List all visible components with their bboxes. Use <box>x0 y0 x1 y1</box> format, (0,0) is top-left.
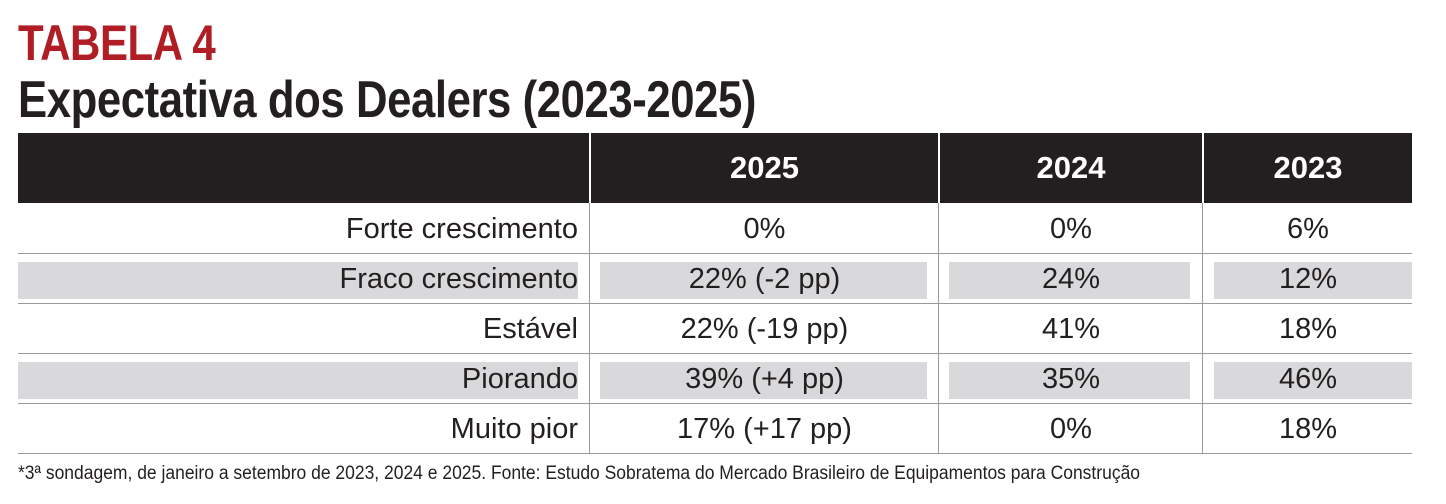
row-shade <box>600 262 927 299</box>
column-header: 2024 <box>1036 150 1106 185</box>
row-divider <box>18 303 1412 304</box>
cell-value: 0% <box>1050 213 1092 245</box>
cell-value: 22% (-19 pp) <box>680 313 849 345</box>
row-shade <box>949 362 1190 399</box>
column-divider <box>1202 203 1203 453</box>
row-divider <box>18 353 1412 354</box>
cell-value: 17% (+17 pp) <box>677 413 852 445</box>
row-divider <box>18 253 1412 254</box>
row-shade <box>18 362 578 399</box>
row-divider <box>18 453 1412 454</box>
cell-value: 0% <box>1050 413 1092 445</box>
footnote: *3ª sondagem, de janeiro a setembro de 2… <box>18 463 1141 484</box>
row-shade <box>600 362 927 399</box>
cell-value: 41% <box>1041 313 1101 345</box>
cell-value: 18% <box>1278 313 1338 345</box>
cell-value: 24% <box>1041 263 1101 295</box>
row-shade <box>949 262 1190 299</box>
column-divider <box>589 133 591 203</box>
cell-value: 35% <box>1041 363 1101 395</box>
cell-value: 46% <box>1278 363 1338 395</box>
row-label: Forte crescimento <box>345 213 578 245</box>
column-header: 2023 <box>1273 150 1343 185</box>
row-label: Muito pior <box>450 413 578 445</box>
column-divider <box>1202 133 1204 203</box>
cell-value: 6% <box>1287 213 1329 245</box>
row-divider <box>18 403 1412 404</box>
cell-value: 18% <box>1278 413 1338 445</box>
row-shade <box>1214 262 1412 299</box>
row-label: Fraco crescimento <box>339 263 578 295</box>
column-divider <box>938 133 940 203</box>
column-divider <box>938 203 939 453</box>
row-shade <box>1214 362 1412 399</box>
row-shade <box>18 262 578 299</box>
subtitle: Expectativa dos Dealers (2023-2025) <box>18 71 756 129</box>
column-header: 2025 <box>730 150 799 185</box>
cell-value: 12% <box>1278 263 1338 295</box>
row-label: Estável <box>482 313 578 345</box>
title: TABELA 4 <box>18 15 216 71</box>
column-divider <box>589 203 590 453</box>
cell-value: 39% (+4 pp) <box>685 363 844 395</box>
cell-value: 0% <box>743 213 786 245</box>
header-band <box>18 133 1412 203</box>
row-label: Piorando <box>461 363 578 395</box>
cell-value: 22% (-2 pp) <box>688 263 841 295</box>
